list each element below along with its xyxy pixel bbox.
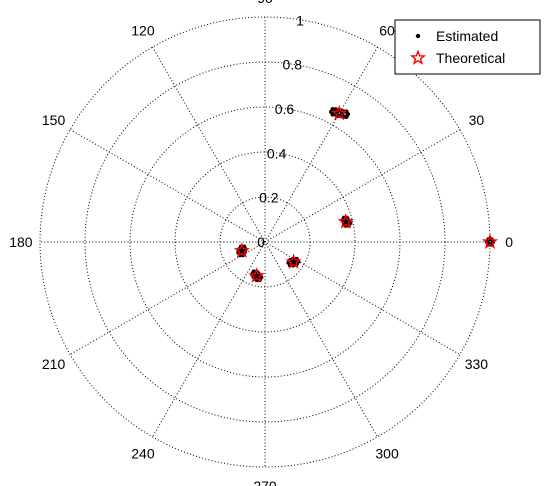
legend-box bbox=[394, 19, 541, 75]
estimated-point bbox=[333, 107, 338, 112]
angle-tick-label: 60 bbox=[379, 23, 395, 39]
radial-tick-label: 0.8 bbox=[283, 57, 303, 73]
legend-theoretical-marker bbox=[409, 49, 427, 65]
estimated-point bbox=[344, 109, 349, 114]
theoretical-point bbox=[285, 253, 302, 269]
angle-tick-label: 30 bbox=[469, 112, 485, 128]
radial-tick-label: 1 bbox=[296, 12, 304, 28]
radial-tick-label: 0.2 bbox=[259, 190, 279, 206]
radial-tick-label: 0.6 bbox=[275, 101, 295, 117]
legend: Estimated Theoretical bbox=[394, 19, 541, 75]
theoretical-point bbox=[337, 213, 354, 229]
polar-grid bbox=[39, 16, 491, 468]
angle-tick-label: 330 bbox=[465, 356, 489, 372]
angle-tick-label: 210 bbox=[42, 356, 66, 372]
angle-tick-label: 0 bbox=[505, 234, 513, 250]
angle-tick-label: 240 bbox=[131, 445, 155, 461]
legend-label: Estimated bbox=[436, 28, 498, 44]
theoretical-point bbox=[248, 267, 265, 283]
theoretical-point bbox=[331, 104, 348, 121]
data-points bbox=[233, 104, 499, 283]
angle-tick-label: 270 bbox=[253, 478, 277, 486]
legend-label: Theoretical bbox=[436, 50, 505, 66]
angle-tick-label: 150 bbox=[42, 112, 66, 128]
radial-tick-label: 0 bbox=[257, 234, 265, 250]
angle-tick-label: 90 bbox=[257, 0, 273, 6]
theoretical-point bbox=[233, 242, 251, 258]
radial-tick-labels: 0 0.2 0.4 0.6 0.8 1 bbox=[257, 12, 304, 250]
angle-tick-label: 180 bbox=[9, 234, 33, 250]
radial-tick-label: 0.4 bbox=[267, 145, 287, 161]
angle-tick-labels: 0 30 60 90 120 150 180 210 240 270 300 330 bbox=[9, 0, 513, 486]
legend-estimated-marker bbox=[415, 33, 421, 39]
angle-grid-line bbox=[69, 129, 461, 355]
angle-tick-label: 120 bbox=[131, 23, 155, 39]
theoretical-point bbox=[481, 233, 499, 249]
angle-tick-label: 300 bbox=[375, 445, 399, 461]
